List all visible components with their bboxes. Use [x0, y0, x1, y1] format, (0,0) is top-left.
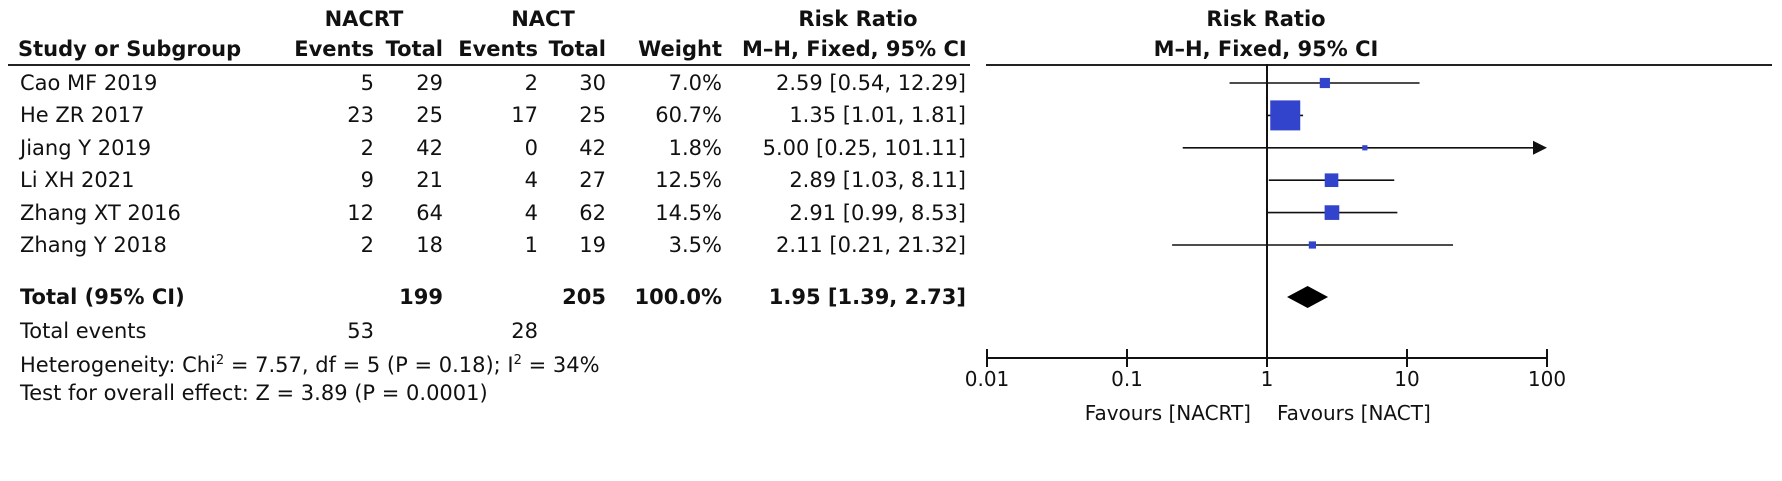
study-marker	[1308, 241, 1317, 249]
pooled-diamond	[1287, 286, 1329, 308]
total-weight: 100.0%	[634, 285, 722, 309]
total-t2: 205	[562, 285, 606, 309]
weight-cell: 14.5%	[655, 200, 722, 225]
heterogeneity-suffix: = 34%	[521, 353, 600, 377]
weight-cell: 60.7%	[655, 103, 722, 128]
total2-cell: 30	[579, 71, 606, 95]
favours-left-label: Favours [NACRT]	[1085, 401, 1251, 425]
heterogeneity-mid: = 7.57, df = 5 (P = 0.18); I	[224, 353, 514, 377]
events2-cell: 17	[511, 103, 538, 128]
events2-cell: 4	[524, 168, 538, 193]
total-events-1: 53	[347, 319, 374, 343]
heterogeneity-sup-i: 2	[513, 353, 522, 368]
ci-arrow	[1533, 140, 1547, 155]
x-tick-label: 0.01	[965, 367, 1010, 391]
rr-column-title: Risk Ratio	[798, 7, 918, 31]
total1-cell: 18	[416, 233, 443, 257]
ci-cell: 2.91 [0.99, 8.53]	[789, 200, 966, 225]
total1-cell: 29	[416, 71, 443, 95]
study-name: Li XH 2021	[20, 168, 135, 193]
plot-method-header: M–H, Fixed, 95% CI	[1153, 37, 1379, 61]
study-name: Cao MF 2019	[20, 71, 158, 95]
x-tick-label: 0.1	[1111, 367, 1143, 391]
weight-cell: 1.8%	[668, 135, 722, 160]
events2-cell: 0	[524, 135, 538, 160]
weight-cell: 3.5%	[668, 233, 722, 257]
total2-cell: 27	[579, 168, 606, 193]
weight-header: Weight	[638, 37, 722, 61]
study-marker	[1362, 145, 1368, 151]
overall-effect-text: Test for overall effect: Z = 3.89 (P = 0…	[20, 381, 488, 405]
ci-cell: 2.89 [1.03, 8.11]	[789, 168, 966, 193]
total2-cell: 42	[579, 135, 606, 160]
study-name: Jiang Y 2019	[20, 135, 152, 160]
x-tick-label: 100	[1528, 367, 1566, 391]
study-name: Zhang XT 2016	[20, 200, 181, 225]
events1-header: Events	[294, 37, 374, 61]
events1-cell: 2	[360, 233, 374, 257]
ci-cell: 2.11 [0.21, 21.32]	[775, 233, 966, 257]
events1-cell: 23	[347, 103, 374, 128]
study-marker	[1324, 173, 1339, 188]
events1-cell: 12	[347, 200, 374, 225]
events2-cell: 1	[524, 233, 538, 257]
total2-header: Total	[548, 37, 606, 61]
total2-cell: 25	[579, 103, 606, 128]
total-events-2: 28	[511, 319, 538, 343]
events2-cell: 4	[524, 200, 538, 225]
x-tick-label: 10	[1394, 367, 1419, 391]
heterogeneity-prefix: Heterogeneity: Chi	[20, 353, 216, 377]
total-events-label: Total events	[20, 319, 147, 343]
group1-header: NACRT	[324, 7, 404, 31]
total1-header: Total	[385, 37, 443, 61]
method-header: M–H, Fixed, 95% CI	[742, 37, 967, 61]
plot-title: Risk Ratio	[1206, 7, 1326, 31]
weight-cell: 12.5%	[655, 168, 722, 193]
heterogeneity-sup-chi: 2	[215, 353, 225, 368]
ci-cell: 1.35 [1.01, 1.81]	[789, 103, 966, 128]
total1-cell: 21	[416, 168, 443, 193]
study-marker	[1324, 205, 1340, 220]
weight-cell: 7.0%	[668, 71, 722, 95]
events2-cell: 2	[524, 71, 538, 95]
events1-cell: 9	[360, 168, 374, 193]
total-t1: 199	[399, 285, 443, 309]
plot-header-divider	[986, 64, 1772, 66]
total2-cell: 19	[579, 233, 606, 257]
events1-cell: 2	[360, 135, 374, 160]
header-divider	[8, 64, 970, 66]
favours-right-label: Favours [NACT]	[1277, 401, 1431, 425]
total-label: Total (95% CI)	[20, 285, 185, 309]
events1-cell: 5	[360, 71, 374, 95]
study-column-header: Study or Subgroup	[18, 37, 242, 61]
total1-cell: 64	[416, 200, 443, 225]
group2-header: NACT	[511, 7, 575, 31]
x-tick-label: 1	[1261, 367, 1274, 391]
events2-header: Events	[458, 37, 538, 61]
total2-cell: 62	[579, 200, 606, 225]
total1-cell: 25	[416, 103, 443, 128]
study-name: Zhang Y 2018	[20, 233, 167, 257]
total-ci: 1.95 [1.39, 2.73]	[768, 285, 966, 309]
ci-cell: 5.00 [0.25, 101.11]	[762, 135, 966, 160]
study-name: He ZR 2017	[20, 103, 145, 128]
study-marker	[1270, 100, 1301, 131]
ci-cell: 2.59 [0.54, 12.29]	[775, 71, 966, 95]
total1-cell: 42	[416, 135, 443, 160]
study-marker	[1319, 77, 1330, 89]
heterogeneity-text: Heterogeneity: Chi2 = 7.57, df = 5 (P = …	[20, 348, 600, 378]
